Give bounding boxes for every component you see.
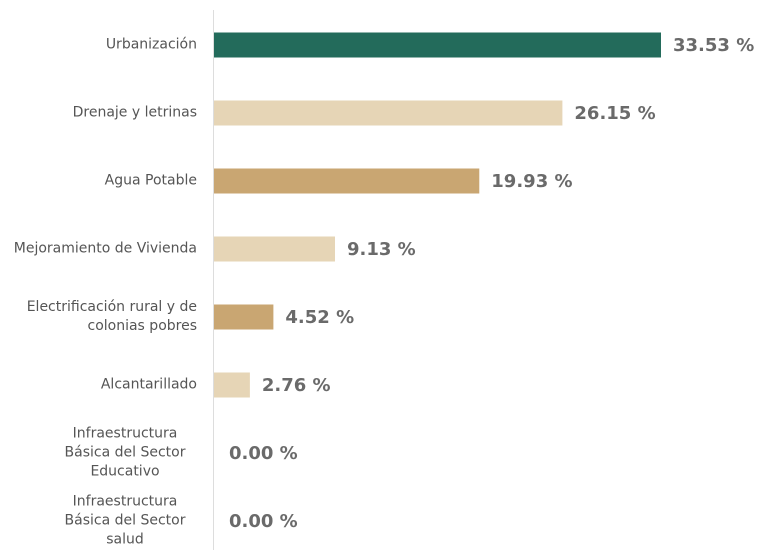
bar <box>214 372 250 398</box>
value-label: 2.76 % <box>262 375 331 396</box>
value-label: 19.93 % <box>491 171 572 192</box>
value-label: 33.53 % <box>673 35 754 56</box>
bar <box>214 236 335 262</box>
bar <box>214 100 563 126</box>
bar <box>214 32 661 58</box>
category-label: Electrificación rural y de colonias pobr… <box>26 299 197 334</box>
category-label: Agua Potable <box>104 172 197 189</box>
value-label: 26.15 % <box>574 103 655 124</box>
category-label: Infraestructura Básica del Sector salud <box>64 493 186 548</box>
category-label: Alcantarillado <box>100 376 197 393</box>
category-label: Drenaje y letrinas <box>72 104 197 121</box>
value-label: 0.00 % <box>229 511 298 532</box>
value-label: 4.52 % <box>285 307 354 328</box>
bar <box>214 168 480 194</box>
category-label: Urbanización <box>105 36 197 53</box>
value-label: 0.00 % <box>229 443 298 464</box>
category-label: Infraestructura Básica del Sector Educat… <box>64 425 186 480</box>
value-label: 9.13 % <box>347 239 416 260</box>
category-label: Mejoramiento de Vivienda <box>13 240 197 257</box>
bar <box>214 304 274 330</box>
